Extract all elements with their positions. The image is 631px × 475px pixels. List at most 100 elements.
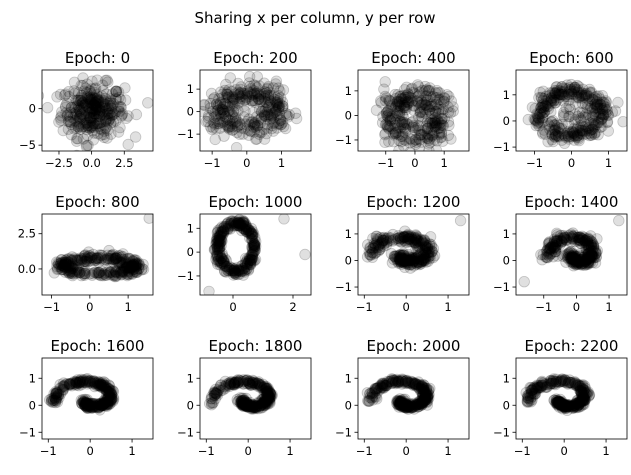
data-point xyxy=(443,90,455,103)
data-point xyxy=(390,100,402,112)
data-point xyxy=(69,114,81,127)
data-point xyxy=(229,267,241,279)
data-point xyxy=(247,230,259,243)
data-point xyxy=(540,100,552,112)
data-point xyxy=(388,129,400,141)
data-point xyxy=(82,251,94,263)
data-point xyxy=(551,81,563,93)
data-point xyxy=(386,113,398,125)
data-point xyxy=(239,258,252,270)
data-point xyxy=(101,99,114,112)
data-point xyxy=(237,215,250,228)
data-point xyxy=(549,97,561,109)
data-point xyxy=(395,92,408,105)
data-point xyxy=(89,266,102,279)
data-point xyxy=(89,103,101,116)
data-point xyxy=(244,254,257,266)
data-point xyxy=(75,254,88,266)
data-point xyxy=(237,219,249,232)
data-point xyxy=(234,219,247,231)
x-tick-label: −1 xyxy=(526,156,543,170)
data-point xyxy=(234,218,246,230)
data-point xyxy=(574,113,587,125)
data-point xyxy=(81,91,94,103)
data-point xyxy=(248,239,261,251)
data-point xyxy=(109,254,122,266)
data-point xyxy=(413,89,425,102)
data-point xyxy=(104,253,116,265)
data-point xyxy=(233,117,245,129)
data-point xyxy=(74,112,86,125)
data-point xyxy=(234,219,246,232)
data-point xyxy=(272,101,285,113)
data-point xyxy=(396,117,408,129)
data-point xyxy=(556,128,569,140)
data-point xyxy=(410,136,422,148)
data-point xyxy=(434,87,446,99)
data-point xyxy=(267,82,280,94)
data-point xyxy=(268,90,281,102)
data-point xyxy=(93,96,105,108)
data-point xyxy=(364,241,376,254)
y-tick-label: 1 xyxy=(187,82,194,96)
data-point xyxy=(65,264,77,276)
data-point xyxy=(537,98,550,111)
panel-4: Epoch: 800−1 0 10.02.5 xyxy=(18,193,154,314)
data-point xyxy=(127,255,139,268)
data-point xyxy=(210,110,222,122)
data-point xyxy=(96,249,108,262)
data-point xyxy=(241,257,253,270)
data-point xyxy=(564,84,576,97)
data-point xyxy=(60,254,73,266)
data-point xyxy=(259,109,271,122)
data-point xyxy=(72,121,85,133)
data-point xyxy=(115,265,127,277)
data-point xyxy=(222,119,234,132)
data-point xyxy=(218,107,231,120)
data-point xyxy=(587,115,600,128)
data-point xyxy=(73,267,86,279)
data-point xyxy=(113,91,125,104)
data-point xyxy=(126,260,139,273)
data-point xyxy=(270,105,282,117)
data-point xyxy=(211,255,223,268)
data-point xyxy=(418,103,431,116)
data-point xyxy=(241,89,253,101)
data-point xyxy=(98,255,111,267)
data-point xyxy=(258,123,270,135)
data-point xyxy=(255,112,267,124)
data-point xyxy=(240,223,252,235)
data-point xyxy=(56,259,68,271)
data-point xyxy=(66,251,78,263)
data-point xyxy=(586,111,598,123)
data-point xyxy=(403,97,415,109)
data-point xyxy=(143,214,153,224)
data-point xyxy=(202,112,215,124)
data-point xyxy=(430,144,443,151)
data-point xyxy=(422,84,435,97)
data-point xyxy=(393,134,405,147)
data-point xyxy=(573,86,585,98)
data-point xyxy=(49,396,62,409)
data-point xyxy=(545,375,558,388)
data-point xyxy=(230,219,242,232)
data-point xyxy=(115,269,128,281)
data-point xyxy=(561,79,573,91)
data-point xyxy=(237,214,249,227)
data-point xyxy=(214,236,227,248)
data-point xyxy=(252,114,265,127)
data-point xyxy=(249,245,261,257)
data-point xyxy=(429,99,441,111)
data-point xyxy=(243,224,255,237)
panel-2: Epoch: 400−1 0 1−101 xyxy=(335,49,470,170)
data-point xyxy=(84,102,96,114)
x-tick-label: 0 xyxy=(403,300,410,314)
x-tick-label: 1 xyxy=(128,444,135,458)
data-point xyxy=(216,235,228,247)
data-point xyxy=(595,113,608,125)
data-point xyxy=(407,121,419,134)
data-point xyxy=(375,95,387,107)
data-point xyxy=(221,261,233,273)
data-point xyxy=(110,93,123,106)
data-point xyxy=(536,105,548,117)
